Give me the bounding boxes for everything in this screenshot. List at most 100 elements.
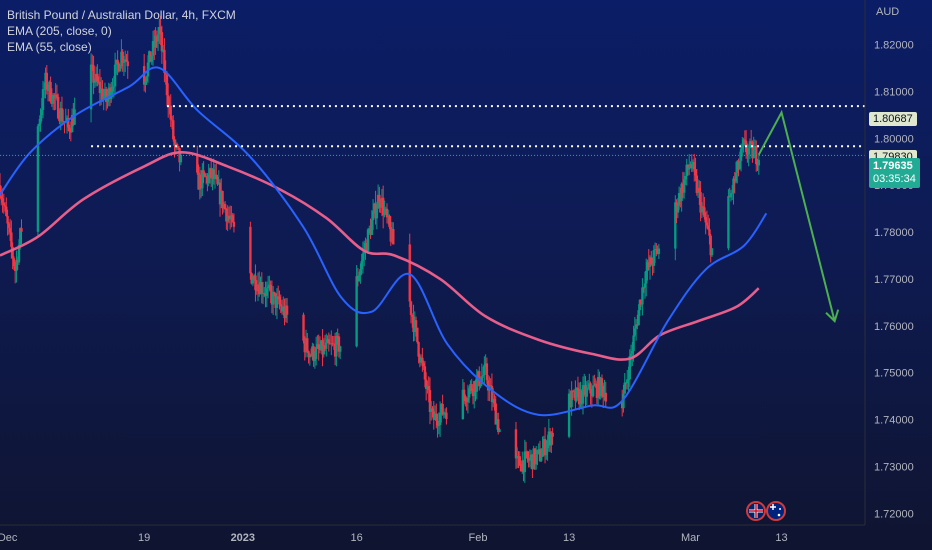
candle-body xyxy=(212,169,215,180)
candle-body xyxy=(254,275,257,291)
candle-body xyxy=(120,51,123,67)
ema-55-legend[interactable]: EMA (55, close) xyxy=(7,40,92,54)
last-price-tag: 1.79635 03:35:34 xyxy=(869,158,920,188)
time-tick-label: 13 xyxy=(563,532,575,544)
price-tick-label: 1.78000 xyxy=(874,227,914,239)
candle-body xyxy=(624,382,628,384)
candle-body xyxy=(0,185,2,196)
candle-body xyxy=(211,169,214,179)
candle-body xyxy=(369,228,372,235)
symbol-title[interactable]: British Pound / Australian Dollar, 4h, F… xyxy=(7,8,236,22)
candle-body xyxy=(527,458,530,461)
candle-body xyxy=(38,123,41,127)
time-tick-label: Mar xyxy=(681,532,700,544)
candle-body xyxy=(323,345,327,349)
candle-body xyxy=(201,170,204,189)
time-tick-label: 19 xyxy=(138,532,150,544)
candle-body xyxy=(151,41,155,56)
candle-body xyxy=(461,389,465,420)
candle-body xyxy=(96,73,99,82)
candle-body xyxy=(149,51,152,62)
candle-body xyxy=(307,351,310,358)
candle-body xyxy=(68,127,71,132)
candle-body xyxy=(207,174,210,184)
candle-body xyxy=(709,235,712,256)
candle-body xyxy=(634,324,638,329)
candle-body xyxy=(533,448,537,465)
candle-body xyxy=(336,336,339,338)
candle-body xyxy=(53,94,56,99)
candle-body xyxy=(747,148,750,155)
candle-body xyxy=(493,398,496,404)
time-tick-label: Feb xyxy=(469,532,488,544)
projection-arrow[interactable] xyxy=(757,109,840,323)
candle-body xyxy=(626,379,629,384)
candle-body xyxy=(379,202,382,208)
candle-body xyxy=(15,260,18,272)
candle-body xyxy=(335,336,338,357)
candle-body xyxy=(51,94,55,104)
chart-legend: British Pound / Australian Dollar, 4h, F… xyxy=(7,7,236,55)
candle-body xyxy=(203,173,207,177)
candle-body xyxy=(470,384,473,392)
candle-body xyxy=(514,429,518,459)
candle-body xyxy=(364,242,367,252)
candle-body xyxy=(153,41,156,48)
candle-body xyxy=(54,94,57,99)
candle-body xyxy=(438,412,442,425)
candle-body xyxy=(412,316,415,332)
candle-body xyxy=(620,401,624,409)
candle-body xyxy=(123,59,127,62)
bar-countdown: 03:35:34 xyxy=(873,173,916,185)
currency-flags xyxy=(746,501,786,521)
candle-body xyxy=(363,251,366,254)
candle-body xyxy=(46,89,50,91)
time-axis[interactable]: Dec 19 2023 16 Feb 13 Mar 13 xyxy=(0,532,788,544)
candle-body xyxy=(677,193,681,206)
candle-body xyxy=(698,187,701,193)
candle-body xyxy=(443,412,447,414)
candle-body xyxy=(106,96,109,102)
candle-body xyxy=(497,419,500,433)
candle-body xyxy=(326,339,329,343)
candle-body xyxy=(693,161,696,170)
candle-body xyxy=(655,249,658,251)
candle-body xyxy=(519,465,523,472)
candle-body xyxy=(526,451,529,459)
candle-body xyxy=(591,385,595,397)
candle-body xyxy=(72,115,75,125)
candle-body xyxy=(416,327,419,343)
candle-body xyxy=(227,215,231,219)
candle-body xyxy=(689,164,692,167)
candle-body xyxy=(536,450,539,455)
candle-body xyxy=(473,381,476,397)
candle-body xyxy=(196,154,199,173)
candle-body xyxy=(445,412,448,420)
candle-body xyxy=(375,208,379,219)
candle-body xyxy=(263,293,266,295)
candle-body xyxy=(338,346,342,352)
candle-body xyxy=(752,148,755,159)
candle-body xyxy=(308,354,312,358)
candle-body xyxy=(314,346,318,360)
candle-body xyxy=(40,109,43,116)
ema-205-legend[interactable]: EMA (205, close, 0) xyxy=(7,24,112,38)
candle-body xyxy=(541,448,544,457)
candle-body xyxy=(623,382,626,394)
candle-body xyxy=(101,88,104,101)
price-tick-label: 1.77000 xyxy=(874,274,914,286)
candle-body xyxy=(283,306,286,319)
candle-body xyxy=(628,355,631,380)
candle-body xyxy=(409,301,413,315)
candle-body xyxy=(385,208,389,218)
candle-body xyxy=(732,178,735,193)
candle-body xyxy=(567,393,571,437)
candle-body xyxy=(731,192,734,194)
candle-body xyxy=(414,320,418,328)
candle-body xyxy=(546,440,549,449)
candle-body xyxy=(160,32,164,52)
candle-body xyxy=(583,385,586,387)
candle-body xyxy=(480,376,484,385)
candle-body xyxy=(161,49,165,52)
